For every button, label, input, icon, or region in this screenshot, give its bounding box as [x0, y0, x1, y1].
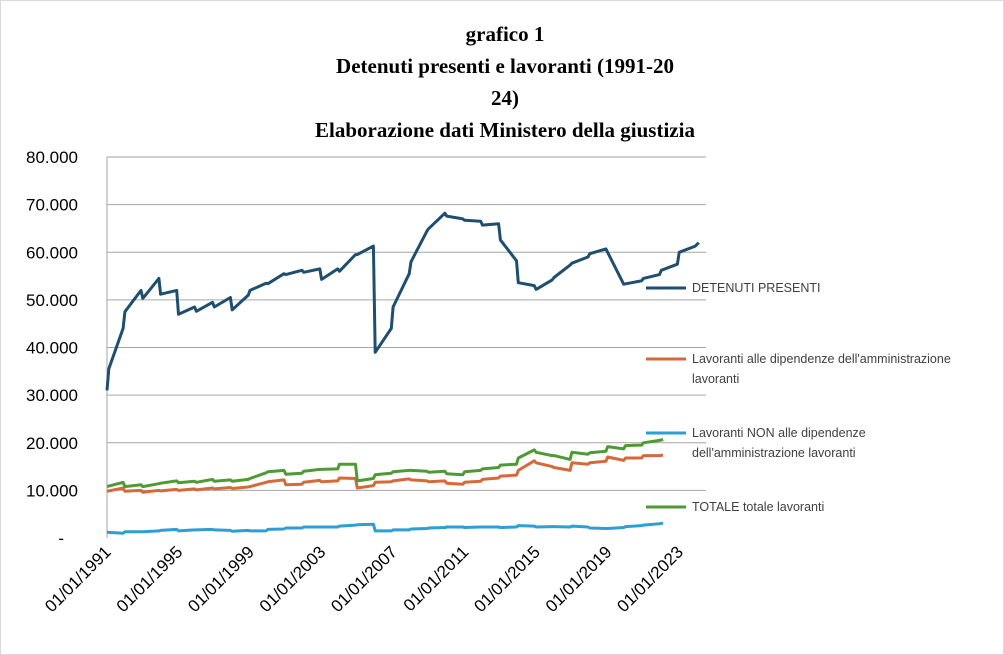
series-line: [106, 453, 664, 494]
y-axis-ticks: - 10.000 20.000 30.000 40.000 50.000 60.000 70.…: [26, 148, 78, 548]
legend-label: TOTALE totale lavoranti: [692, 500, 824, 514]
title-line-2: Detenuti presenti e lavoranti (1991-20: [336, 54, 674, 78]
x-tick-label: 01/01/2007: [327, 542, 401, 616]
series-line: [105, 211, 700, 391]
y-tick-label: 50.000: [26, 291, 78, 310]
x-tick-label: 01/01/1999: [184, 542, 258, 616]
x-tick-label: 01/01/1995: [113, 542, 187, 616]
legend-label: Lavoranti alle dipendenze dell'amministr…: [692, 352, 951, 386]
chart-title: grafico 1 Detenuti presenti e lavoranti …: [265, 18, 745, 146]
y-tick-label: 60.000: [26, 243, 78, 262]
x-tick-label: 01/01/2019: [542, 542, 616, 616]
y-tick-label: 20.000: [26, 434, 78, 453]
x-tick-label: 01/01/2011: [400, 542, 473, 615]
series-line: [106, 437, 664, 489]
y-tick-label: 10.000: [26, 481, 78, 500]
legend-label: DETENUTI PRESENTI: [692, 281, 821, 295]
title-line-3: 24): [491, 86, 519, 110]
title-line-1: grafico 1: [465, 22, 545, 46]
x-tick-label: 01/01/2023: [613, 542, 687, 616]
y-tick-label: 80.000: [26, 148, 78, 167]
y-tick-label: 40.000: [26, 339, 78, 358]
y-tick-label: -: [58, 529, 64, 548]
x-tick-label: 01/01/2015: [470, 542, 544, 616]
y-tick-label: 30.000: [26, 386, 78, 405]
y-tick-label: 70.000: [26, 196, 78, 215]
legend-label: Lavoranti NON alle dipendenze dell'ammini…: [692, 426, 866, 460]
series-lines: [105, 211, 700, 535]
x-tick-label: 01/01/1991: [41, 542, 115, 616]
series-line: [106, 521, 664, 535]
title-line-4: Elaborazione dati Ministero della giusti…: [315, 118, 695, 142]
gridlines: [106, 156, 706, 538]
x-axis-ticks: 01/01/199101/01/199501/01/199901/01/2003…: [41, 542, 687, 616]
x-tick-label: 01/01/2003: [256, 542, 330, 616]
legend: DETENUTI PRESENTI Lavoranti alle dipenden…: [646, 281, 951, 514]
